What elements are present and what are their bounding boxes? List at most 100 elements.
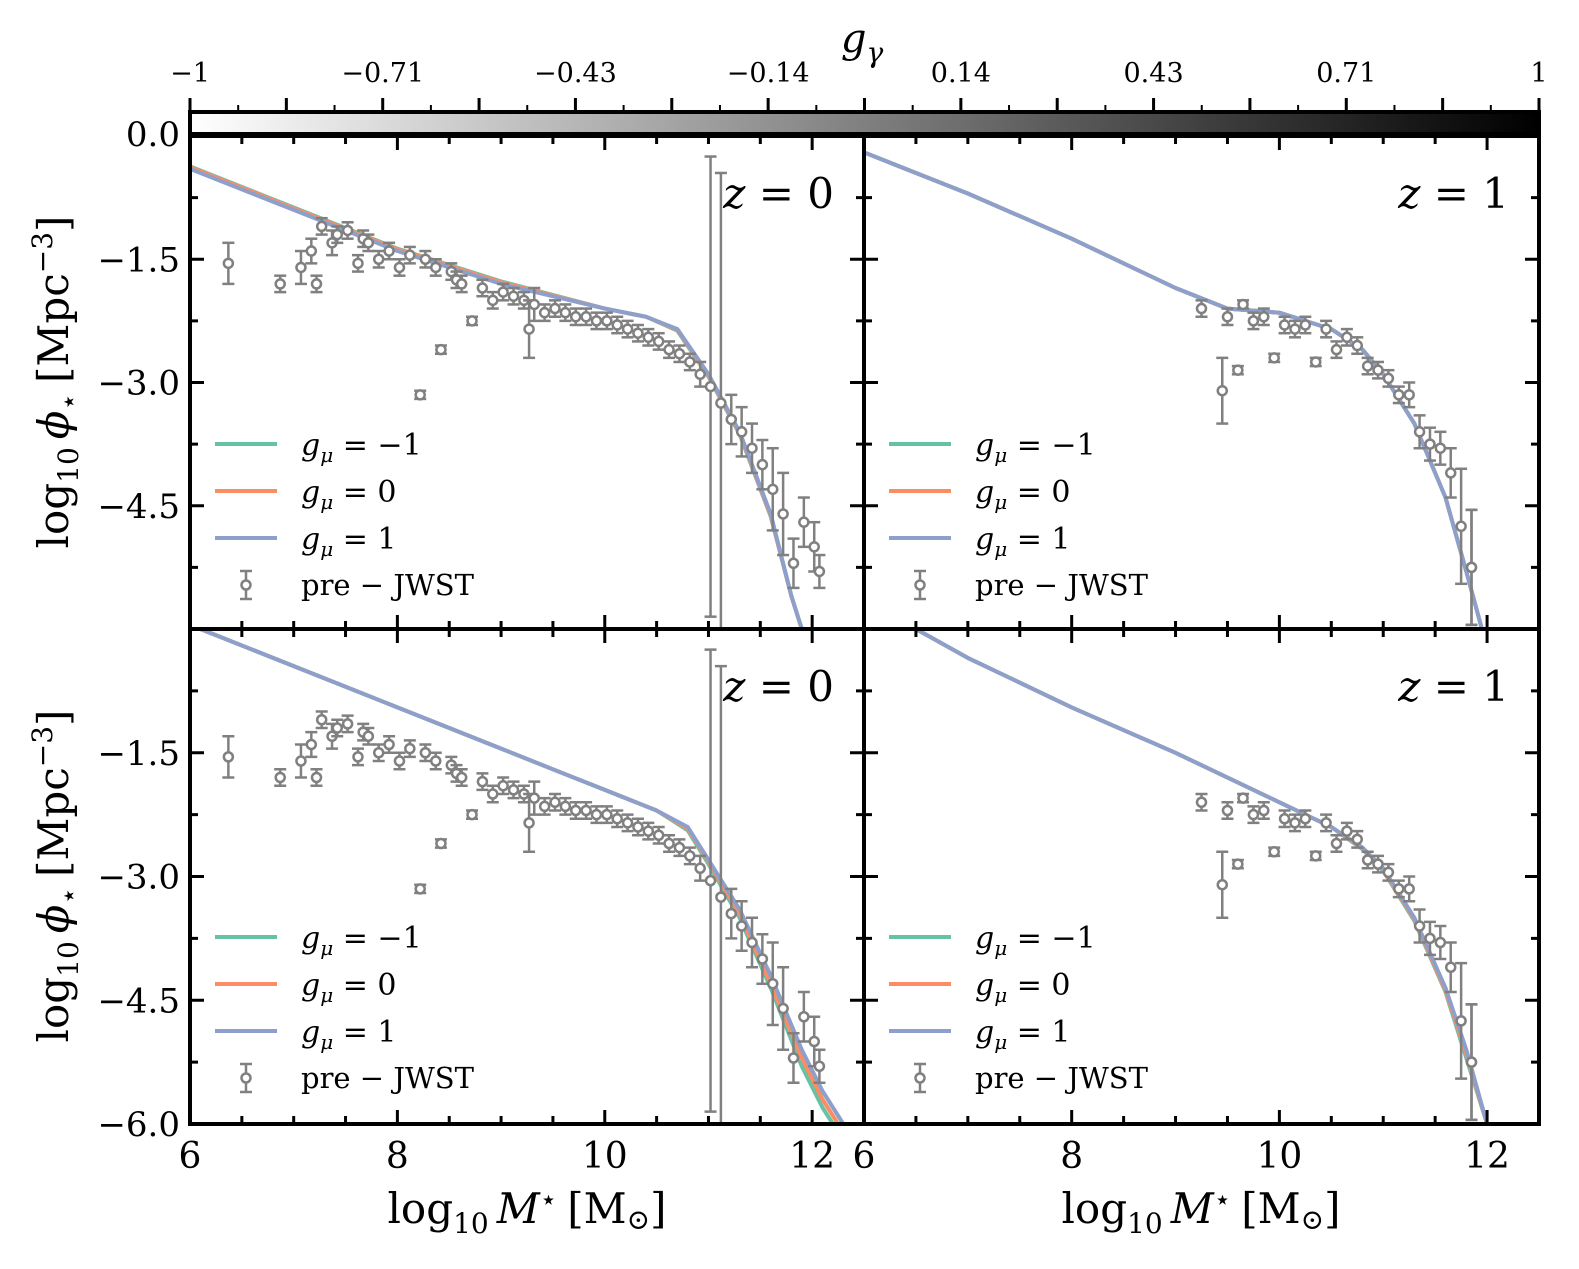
marker: [331, 722, 343, 734]
data-point: [1221, 801, 1234, 820]
marker: [1465, 561, 1478, 574]
colorbar-tick-label: −0.71: [341, 58, 424, 89]
marker: [466, 808, 478, 821]
marker: [1232, 858, 1244, 870]
marker: [240, 579, 252, 591]
data-point: [1247, 311, 1260, 331]
marker: [315, 714, 328, 726]
marker: [1444, 961, 1457, 973]
data-point: [787, 1032, 800, 1084]
panel-bottom-right: z = 1 gμ = −1 gμ = 0 gμ = 1 pre − JWST 6 8 10 12: [853, 627, 1541, 1177]
data-point: [362, 233, 375, 253]
legend-label: gμ = −1: [301, 921, 422, 960]
marker: [673, 347, 686, 360]
marker: [694, 862, 706, 874]
data-point: [590, 805, 603, 825]
marker: [694, 368, 706, 381]
data-point: [611, 315, 624, 335]
marker: [528, 792, 541, 804]
data-point: [548, 792, 561, 812]
y-axis-labels: log10ϕ⋆[Mpc−3] log10ϕ⋆[Mpc−3]: [26, 216, 85, 1043]
data-point: [559, 796, 572, 816]
data-point: [766, 941, 779, 1027]
marker: [1289, 323, 1301, 335]
marker: [523, 817, 535, 829]
data-point: [746, 422, 759, 475]
legend-label: gμ = −1: [975, 921, 1096, 960]
data-point: [1455, 961, 1468, 1080]
marker: [611, 319, 623, 331]
marker: [1372, 364, 1384, 376]
legend-label: gμ = 0: [975, 475, 1071, 514]
marker: [663, 837, 675, 850]
marker: [798, 1011, 810, 1023]
colorbar-gradient: [188, 110, 1541, 136]
data-point: [393, 751, 406, 771]
marker: [305, 245, 318, 257]
legend: gμ = −1 gμ = 0 gμ = 1 pre − JWST: [889, 428, 1149, 602]
data-point: [507, 286, 520, 306]
marker: [580, 311, 592, 323]
legend-label: gμ = 1: [301, 1015, 397, 1054]
marker: [393, 755, 406, 767]
marker: [507, 290, 520, 302]
plot-area: [914, 629, 1490, 1124]
data-point: [1237, 298, 1250, 311]
x-tick-label: 10: [1256, 1136, 1302, 1177]
marker: [1247, 315, 1260, 327]
marker: [538, 800, 551, 813]
marker: [240, 1072, 252, 1084]
marker: [1268, 352, 1280, 364]
marker: [1299, 319, 1312, 331]
marker: [808, 541, 820, 553]
marker: [559, 800, 572, 813]
data-point: [756, 438, 769, 491]
marker: [632, 327, 644, 339]
data-point: [683, 352, 696, 372]
data-point: [1351, 829, 1364, 849]
data-point: [621, 319, 634, 339]
x-tick-label: 10: [582, 1136, 628, 1177]
redshift-label: z = 0: [722, 662, 834, 711]
marker: [310, 771, 323, 784]
legend-label: gμ = 1: [975, 522, 1071, 561]
redshift-label: z = 0: [722, 169, 834, 218]
marker: [1258, 311, 1270, 323]
marker: [590, 808, 603, 821]
marker: [1455, 520, 1467, 533]
y-tick-label: −4.5: [97, 487, 180, 527]
marker: [652, 829, 665, 841]
x-tick-label: 6: [179, 1136, 202, 1177]
marker: [372, 747, 385, 759]
data-point: [393, 258, 406, 277]
data-point: [1299, 809, 1312, 829]
marker: [1403, 389, 1415, 401]
marker: [611, 813, 623, 825]
marker: [621, 323, 634, 335]
data-point: [777, 471, 790, 557]
model-line: [864, 150, 1484, 629]
marker: [497, 286, 509, 298]
data-point: [429, 751, 442, 771]
panels: z = 0 gμ = −1 gμ = 0 gμ = 1 pre − JWST −1.5 −3…: [97, 134, 1541, 1177]
data-point: [445, 262, 458, 282]
data-point: [1455, 467, 1468, 586]
marker: [735, 426, 748, 438]
data-point: [1257, 307, 1270, 327]
marker: [715, 397, 727, 409]
data-point: [1320, 813, 1333, 833]
marker: [435, 837, 447, 850]
marker: [435, 343, 447, 356]
marker: [1195, 796, 1208, 808]
marker: [1424, 438, 1436, 450]
data-point: [808, 1015, 821, 1068]
data-point: [756, 933, 769, 985]
marker: [1351, 833, 1364, 846]
marker: [341, 224, 354, 237]
marker: [1341, 825, 1353, 837]
marker: [414, 389, 426, 401]
marker: [767, 978, 779, 990]
marker: [590, 315, 603, 327]
panel-top-left: z = 0 gμ = −1 gμ = 0 gμ = 1 pre − JWST −1.5 −3…: [97, 134, 866, 631]
